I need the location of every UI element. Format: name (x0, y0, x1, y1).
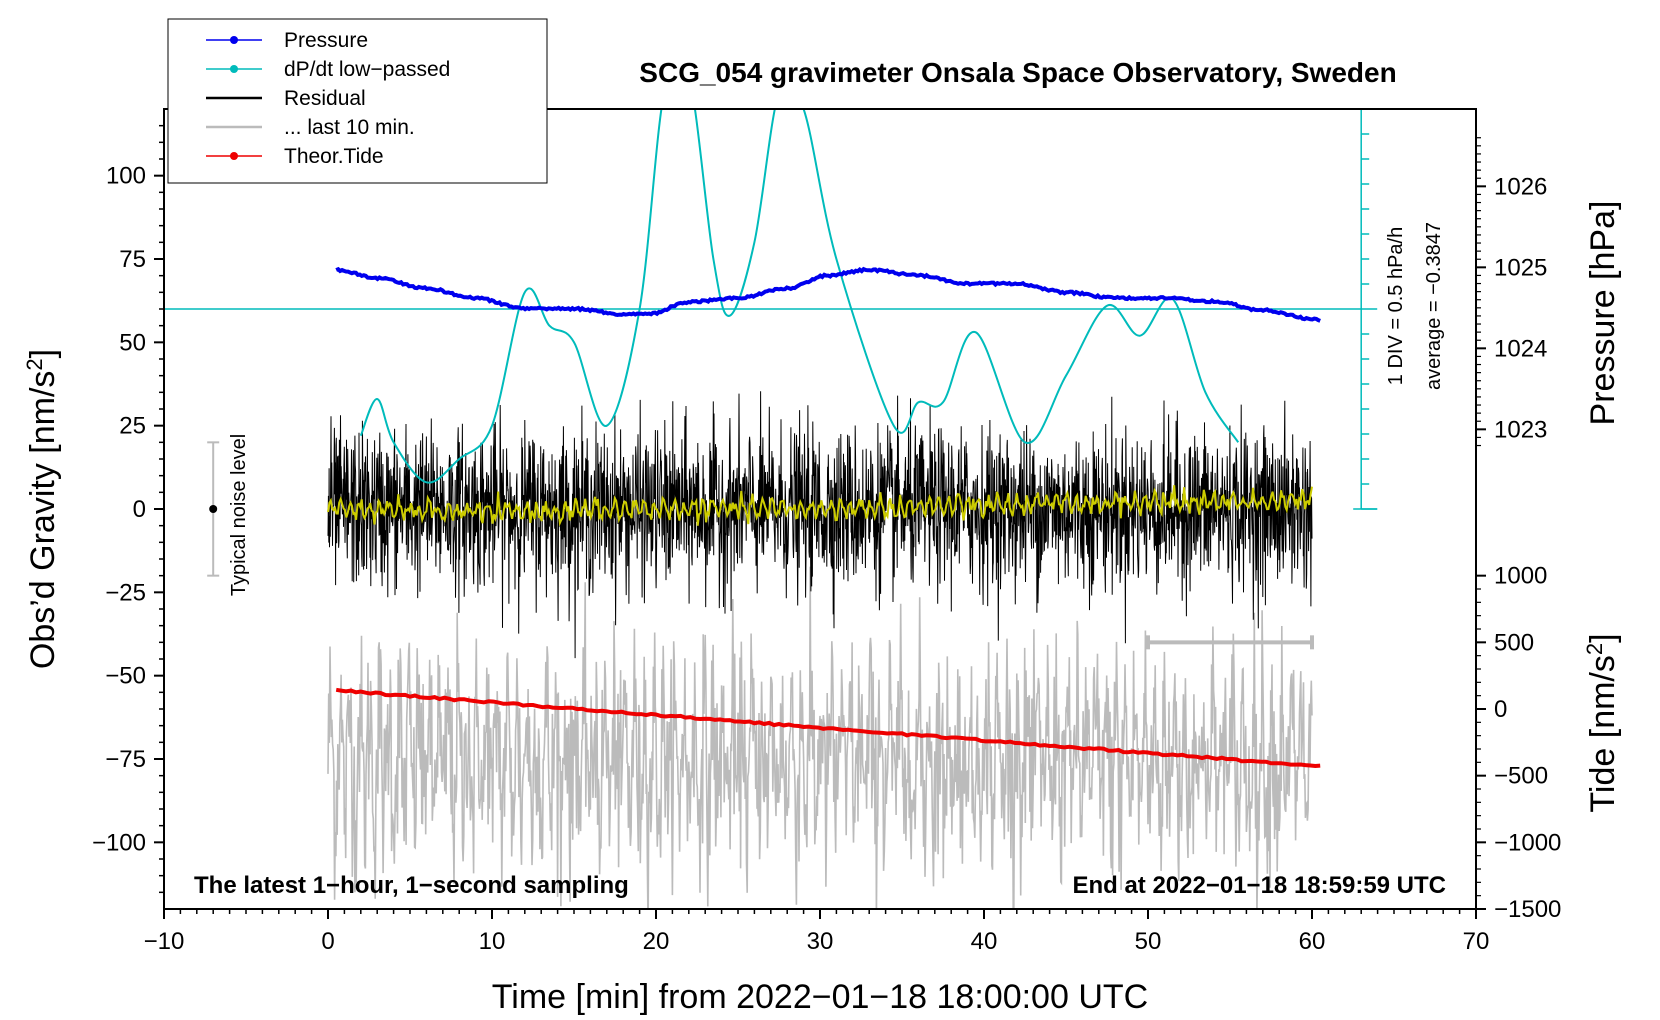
y-tick-label: 0 (133, 496, 146, 523)
pressure-tick-label: 1024 (1494, 335, 1547, 362)
x-tick-label: 10 (479, 928, 506, 955)
x-axis-title: Time [min] from 2022−01−18 18:00:00 UTC (492, 978, 1148, 1016)
x-tick-label: 50 (1135, 928, 1162, 955)
tide-axis-title-sup: 2 (1582, 643, 1607, 655)
overlay-layer (207, 108, 1378, 650)
legend-label: ... last 10 min. (284, 116, 415, 139)
last-10-min-series (327, 566, 1313, 909)
x-tick-label: 70 (1463, 928, 1490, 955)
y-tick-label: 75 (119, 246, 146, 273)
tide-axis-title-end: ] (1584, 633, 1622, 642)
tide-axis-title: Tide [nm/s2] (1582, 633, 1623, 812)
legend-label: Pressure (284, 29, 368, 52)
y-axis-title: Obs’d Gravity [nm/s2] (22, 349, 63, 669)
pressure-tick-label: 1026 (1494, 173, 1547, 200)
pressure-tick-label: 1023 (1494, 416, 1547, 443)
y-tick-label: −75 (105, 746, 146, 773)
legend-label: dP/dt low−passed (284, 58, 450, 81)
tide-series (335, 687, 1321, 769)
y-tick-label: 100 (106, 163, 146, 190)
legend-marker (230, 65, 238, 73)
x-tick-label: 20 (643, 928, 670, 955)
y-tick-label: 25 (119, 413, 146, 440)
pressure-tick-label: 1025 (1494, 254, 1547, 281)
axes-layer: −10 0 10 20 30 40 50 60 701007550250−25−50−75−10… (92, 124, 1561, 955)
tide-tick-label: 500 (1494, 629, 1534, 656)
low-pass-series (327, 485, 1313, 527)
residual-series (327, 391, 1313, 659)
noise-bar-dot (209, 505, 218, 513)
tide-tick-label: −1500 (1494, 896, 1561, 923)
tide-tick-label: 0 (1494, 696, 1507, 723)
y-axis-title-main: Obs’d Gravity [nm/s (24, 371, 62, 670)
tide-tick-label: −500 (1494, 763, 1548, 790)
legend-label: Residual (284, 87, 366, 110)
tide-tick-label: 1000 (1494, 563, 1547, 590)
tide-axis-title-main: Tide [nm/s (1584, 655, 1622, 812)
dpdt-series (359, 109, 1240, 484)
x-tick-label: −10 (144, 928, 185, 955)
x-tick-label: 40 (971, 928, 998, 955)
legend-label: Theor.Tide (284, 145, 384, 168)
x-tick-label: 60 (1299, 928, 1326, 955)
end-time-annotation: End at 2022−01−18 18:59:59 UTC (1072, 872, 1446, 899)
x-tick-label: 0 (321, 928, 334, 955)
legend-marker (230, 36, 238, 44)
y-tick-label: −25 (105, 579, 146, 606)
y-tick-label: 50 (119, 329, 146, 356)
dpdt-average-label: average = −0.3847 (1423, 222, 1445, 390)
y-axis-title-end: ] (24, 349, 62, 358)
y-tick-label: −50 (105, 663, 146, 690)
sampling-annotation: The latest 1−hour, 1−second sampling (194, 872, 629, 899)
legend-marker (230, 152, 238, 160)
tide-tick-label: −1000 (1494, 829, 1561, 856)
pressure-axis-title: Pressure [hPa] (1584, 201, 1622, 426)
y-tick-label: −100 (92, 829, 146, 856)
chart-title: SCG_054 gravimeter Onsala Space Observat… (639, 57, 1396, 88)
dpdt-div-label: 1 DIV = 0.5 hPa/h (1385, 227, 1407, 385)
series-layer (164, 109, 1362, 909)
pressure-series (335, 266, 1321, 323)
x-tick-label: 30 (807, 928, 834, 955)
legend: Pressure dP/dt low−passed Residual ... last… (167, 18, 548, 184)
y-axis-title-sup: 2 (22, 358, 47, 370)
noise-level-label: Typical noise level (228, 434, 250, 596)
